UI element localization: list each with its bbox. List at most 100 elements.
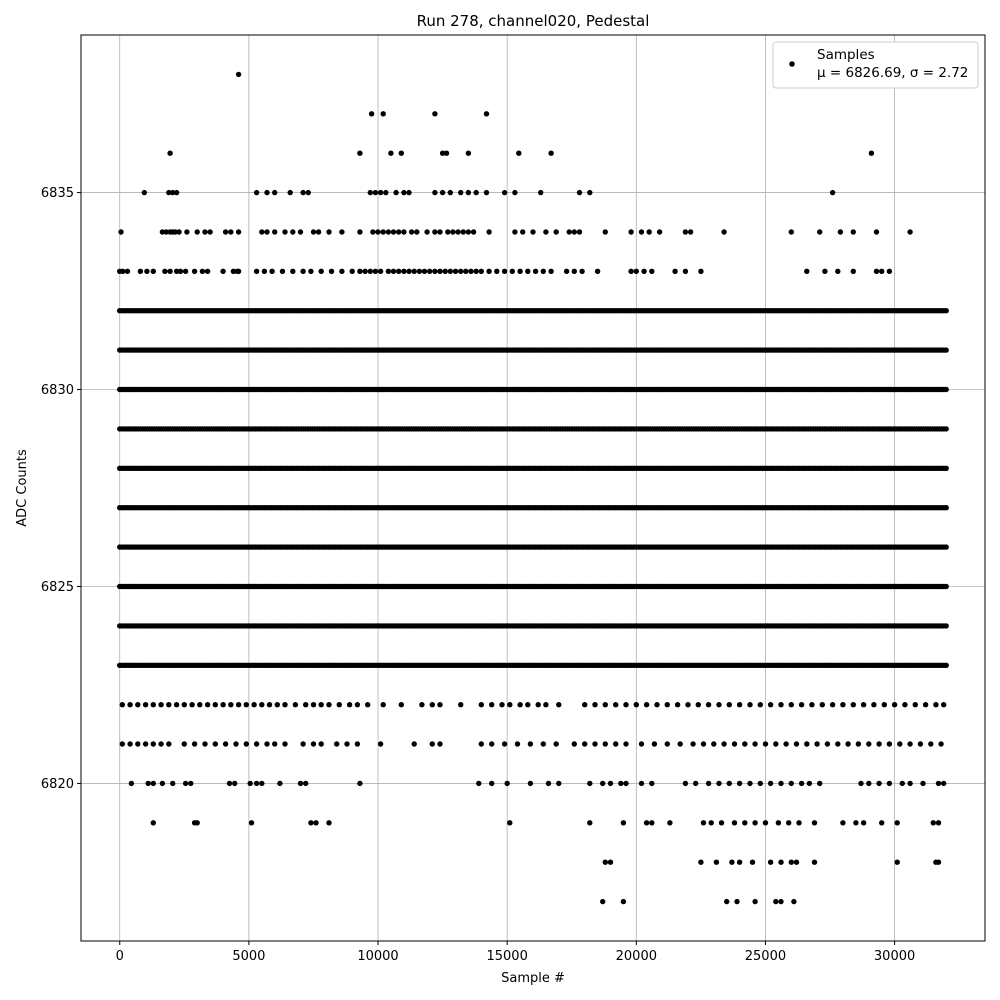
- data-point: [465, 150, 472, 156]
- data-point: [556, 780, 562, 787]
- data-point: [548, 150, 554, 156]
- data-point: [228, 229, 234, 235]
- data-point: [928, 741, 934, 747]
- data-point: [162, 268, 168, 274]
- data-point: [385, 229, 392, 235]
- data-point: [300, 189, 306, 196]
- data-point: [476, 780, 482, 787]
- data-point: [303, 780, 309, 787]
- data-point: [181, 702, 187, 708]
- data-point: [791, 898, 797, 905]
- y-axis-ticks: 6820 6825 6830 6835: [41, 186, 81, 792]
- data-point: [600, 780, 606, 787]
- data-point: [623, 780, 629, 787]
- y-tick-label: 6825: [41, 580, 74, 595]
- data-point: [421, 268, 428, 274]
- y-tick-label: 6835: [41, 186, 74, 201]
- data-point: [873, 229, 880, 235]
- data-points: [117, 71, 949, 905]
- data-point: [406, 189, 412, 196]
- data-point: [579, 268, 585, 274]
- data-point: [517, 268, 523, 274]
- data-point: [290, 229, 296, 235]
- data-point: [411, 268, 417, 274]
- data-point: [633, 702, 639, 708]
- data-point: [473, 268, 479, 274]
- data-point: [264, 229, 270, 235]
- data-point: [222, 229, 229, 235]
- data-point: [685, 702, 691, 708]
- data-point: [721, 741, 727, 747]
- data-point: [620, 898, 627, 905]
- x-axis-label: Sample #: [501, 971, 565, 986]
- data-point: [429, 702, 435, 708]
- data-point: [935, 780, 942, 787]
- data-point: [380, 111, 386, 117]
- data-point: [253, 741, 260, 747]
- data-point: [674, 702, 681, 708]
- data-point: [700, 820, 707, 826]
- data-point: [354, 702, 361, 708]
- data-point: [398, 702, 404, 708]
- data-point: [700, 741, 707, 747]
- data-point: [442, 268, 448, 274]
- data-point: [470, 229, 477, 235]
- data-point: [463, 268, 469, 274]
- data-point: [118, 229, 124, 235]
- data-point: [628, 268, 634, 274]
- data-point: [592, 702, 598, 708]
- data-point: [182, 780, 189, 787]
- data-point: [517, 702, 523, 708]
- data-point: [243, 741, 249, 747]
- data-point: [762, 820, 769, 826]
- data-point: [752, 898, 758, 905]
- data-point: [793, 741, 800, 747]
- data-point: [933, 702, 939, 708]
- data-point: [432, 111, 438, 117]
- data-point: [920, 780, 926, 787]
- data-point: [253, 780, 260, 787]
- data-point: [582, 741, 588, 747]
- data-point: [150, 780, 156, 787]
- data-point: [230, 268, 237, 274]
- data-point: [623, 741, 629, 747]
- data-point: [656, 229, 663, 235]
- data-point: [478, 268, 484, 274]
- data-point: [527, 741, 534, 747]
- data-point: [264, 189, 270, 196]
- data-point: [489, 741, 495, 747]
- data-point: [736, 859, 743, 865]
- data-point: [173, 189, 180, 196]
- data-point: [633, 268, 639, 274]
- data-point: [602, 702, 608, 708]
- data-point: [778, 780, 784, 787]
- data-point: [667, 820, 673, 826]
- data-point: [166, 702, 172, 708]
- data-point: [509, 268, 515, 274]
- data-point: [716, 702, 722, 708]
- data-point: [277, 780, 283, 787]
- data-point: [220, 268, 226, 274]
- data-point: [935, 859, 942, 865]
- data-point: [516, 150, 522, 156]
- data-point: [259, 702, 265, 708]
- data-point: [793, 859, 800, 865]
- data-point: [142, 702, 149, 708]
- data-point: [398, 150, 404, 156]
- data-point: [137, 268, 144, 274]
- data-point: [643, 702, 650, 708]
- data-point: [695, 702, 701, 708]
- data-point: [651, 741, 658, 747]
- data-point: [731, 820, 738, 826]
- data-point: [840, 702, 846, 708]
- data-point: [380, 702, 386, 708]
- data-point: [540, 741, 546, 747]
- data-point: [796, 820, 802, 826]
- data-point: [124, 268, 131, 274]
- data-point: [318, 702, 324, 708]
- data-point: [922, 702, 929, 708]
- data-point: [817, 780, 823, 787]
- data-point: [806, 780, 813, 787]
- data-point: [437, 268, 443, 274]
- data-point: [871, 702, 877, 708]
